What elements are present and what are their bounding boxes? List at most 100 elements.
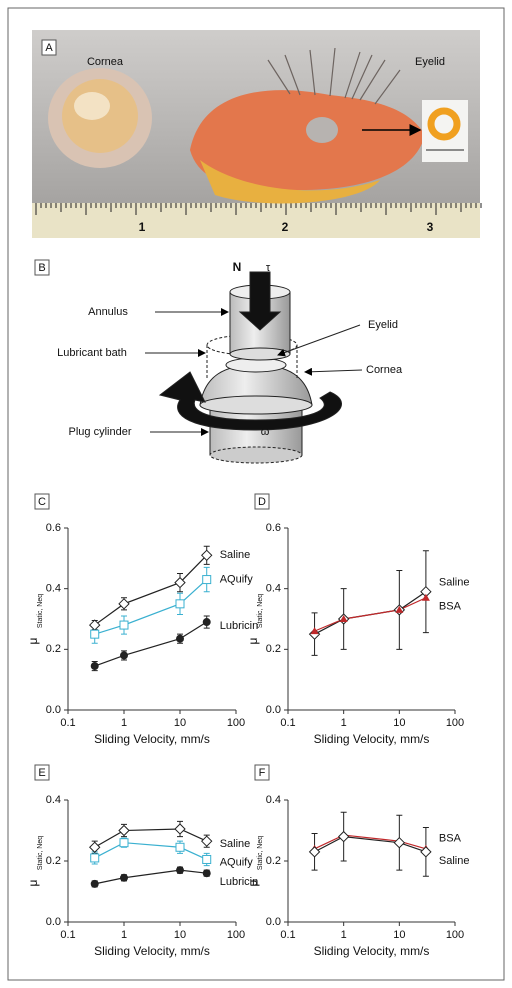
marker <box>174 823 186 835</box>
panel-label: A <box>45 42 53 54</box>
marker <box>310 627 319 635</box>
eyelid-label: Eyelid <box>415 56 445 68</box>
marker <box>395 605 404 613</box>
legend-label: AQuify <box>220 573 254 585</box>
y-tick-label: 0.0 <box>266 704 281 716</box>
marker <box>175 599 185 609</box>
x-axis-label: Sliding Velocity, mm/s <box>314 732 430 746</box>
marker <box>120 651 128 660</box>
y-axis-label-subscript: Static, Neq <box>37 836 44 870</box>
ruler-number: 3 <box>427 220 434 234</box>
y-tick-label: 0.2 <box>46 643 61 655</box>
marker <box>89 841 101 853</box>
force-label: N <box>233 260 242 274</box>
marker <box>120 873 128 882</box>
legend-label: BSA <box>439 601 462 613</box>
y-tick-label: 0.2 <box>266 643 281 655</box>
y-tick-label: 0.2 <box>266 855 281 867</box>
x-axis-label: Sliding Velocity, mm/s <box>94 732 210 746</box>
y-axis-label-subscript: Static, Neq <box>37 594 44 628</box>
marker <box>202 618 211 627</box>
series-line <box>314 597 427 632</box>
x-tick-label: 0.1 <box>280 929 295 941</box>
y-tick-label: 0.0 <box>46 916 61 928</box>
eyelid-label: Eyelid <box>368 319 398 331</box>
marker <box>175 842 185 852</box>
marker <box>90 853 100 863</box>
y-tick-label: 0.0 <box>266 916 281 928</box>
series-line <box>94 842 207 861</box>
y-tick-label: 0.2 <box>46 855 61 867</box>
x-tick-label: 10 <box>393 717 405 729</box>
panel-label: C <box>38 496 46 508</box>
series-line <box>94 869 207 885</box>
marker <box>119 838 129 848</box>
legend-label: Saline <box>439 577 470 589</box>
y-axis-label: μ <box>26 879 40 886</box>
marker <box>202 854 212 864</box>
legend-label: Lubricin <box>220 620 259 632</box>
marker <box>201 549 213 562</box>
y-axis-label: μ <box>26 637 40 644</box>
x-tick-label: 0.1 <box>280 717 295 729</box>
series-line <box>314 834 427 850</box>
panel-label: D <box>258 496 266 508</box>
marker <box>119 620 129 630</box>
x-tick-label: 0.1 <box>60 717 75 729</box>
plug-label: Plug cylinder <box>69 426 132 438</box>
legend-label: BSA <box>439 833 462 845</box>
x-tick-label: 0.1 <box>60 929 75 941</box>
marker <box>89 619 101 631</box>
y-axis-label: μ <box>246 637 260 644</box>
photo <box>32 30 482 238</box>
y-tick-label: 0.6 <box>46 522 61 534</box>
legend-label: Saline <box>220 549 251 561</box>
x-tick-label: 10 <box>393 929 405 941</box>
figure-border <box>7 7 505 981</box>
y-axis-label-subscript: Static, Neq <box>257 594 264 628</box>
y-tick-label: 0.4 <box>266 794 281 806</box>
marker <box>339 615 348 622</box>
annulus-label: Annulus <box>88 306 128 318</box>
omega-label: ω <box>261 426 270 438</box>
x-tick-label: 100 <box>227 929 245 941</box>
legend-label: AQuify <box>220 856 254 868</box>
bath-label: Lubricant bath <box>57 347 127 359</box>
marker <box>176 866 184 875</box>
series-line <box>94 621 208 667</box>
x-tick-label: 1 <box>121 717 127 729</box>
y-axis-label: μ <box>246 879 260 886</box>
panel-label: E <box>38 767 45 779</box>
panel-label-box <box>254 493 270 510</box>
series-line <box>94 554 208 626</box>
x-tick-label: 10 <box>174 929 186 941</box>
cornea-label: Cornea <box>366 364 403 376</box>
panel-label-box <box>34 764 50 781</box>
marker <box>90 629 100 639</box>
legend-label: Saline <box>220 838 251 850</box>
marker <box>174 576 186 589</box>
x-tick-label: 1 <box>341 717 347 729</box>
marker <box>201 835 213 847</box>
y-tick-label: 0.4 <box>46 583 61 595</box>
legend-label: Saline <box>439 855 470 867</box>
x-tick-label: 100 <box>446 929 464 941</box>
series-line <box>94 828 207 848</box>
panel-label: F <box>259 767 266 779</box>
marker <box>202 869 211 878</box>
marker <box>337 830 350 843</box>
marker <box>118 824 130 837</box>
legend-label: Lubricin <box>220 876 259 888</box>
marker <box>420 846 432 858</box>
ruler-number: 2 <box>282 220 289 234</box>
ruler-number: 1 <box>139 220 146 234</box>
y-tick-label: 0.6 <box>266 522 281 534</box>
diagram <box>34 259 363 464</box>
torque-label: τ <box>266 262 271 274</box>
marker <box>393 836 406 849</box>
y-tick-label: 0.4 <box>266 583 281 595</box>
x-tick-label: 1 <box>121 929 127 941</box>
x-axis-label: Sliding Velocity, mm/s <box>314 944 430 958</box>
series-line <box>314 835 427 853</box>
